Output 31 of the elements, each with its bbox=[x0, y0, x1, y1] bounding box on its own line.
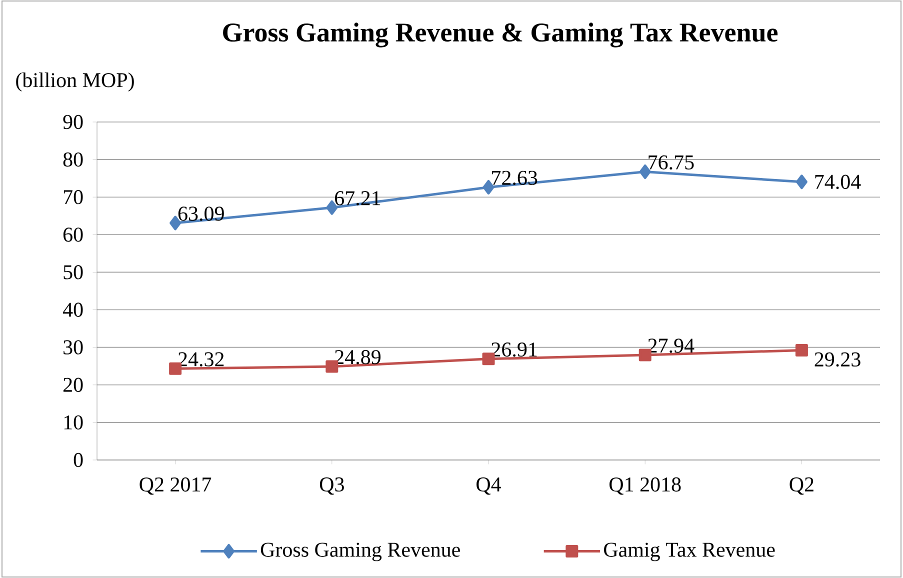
x-tick-label: Q2 2017 bbox=[140, 477, 212, 495]
y-tick-label: 10 bbox=[64, 415, 83, 430]
data-label: 24.32 bbox=[178, 352, 224, 366]
x-tick-label: Q1 2018 bbox=[610, 477, 681, 495]
y-tick-label: 80 bbox=[63, 152, 83, 167]
x-tick-label: Q4 bbox=[476, 477, 502, 495]
y-tick-label: 30 bbox=[64, 340, 83, 354]
y-axis-title: (billion MOP) bbox=[16, 72, 134, 92]
y-tick-label: 0 bbox=[74, 452, 83, 468]
y-tick-label: 20 bbox=[63, 378, 83, 392]
legend-label: Gross Gaming Revenue bbox=[260, 542, 460, 562]
y-tick-label: 40 bbox=[62, 302, 83, 317]
data-label: 63.09 bbox=[178, 206, 224, 221]
y-tick-label: 70 bbox=[64, 190, 83, 204]
data-label: 24.89 bbox=[335, 350, 380, 364]
x-tick-label: Q3 bbox=[320, 477, 344, 495]
point bbox=[796, 174, 808, 190]
data-label: 29.23 bbox=[814, 352, 860, 367]
chart-title: Gross Gaming Revenue & Gaming Tax Revenue bbox=[223, 22, 778, 48]
data-label: 67.21 bbox=[335, 191, 380, 206]
data-label: 26.91 bbox=[492, 342, 537, 357]
data-label: 27.94 bbox=[648, 338, 694, 353]
data-label: 76.75 bbox=[648, 155, 694, 170]
point bbox=[795, 344, 808, 356]
legend-label: Gamig Tax Revenue bbox=[604, 542, 775, 562]
x-tick-label: Q2 bbox=[790, 477, 814, 495]
y-tick-label: 60 bbox=[63, 228, 83, 242]
y-tick-label: 50 bbox=[64, 265, 83, 280]
y-tick-label: 90 bbox=[63, 114, 83, 130]
data-label: 72.63 bbox=[492, 170, 538, 186]
data-label: 74.04 bbox=[815, 174, 861, 190]
